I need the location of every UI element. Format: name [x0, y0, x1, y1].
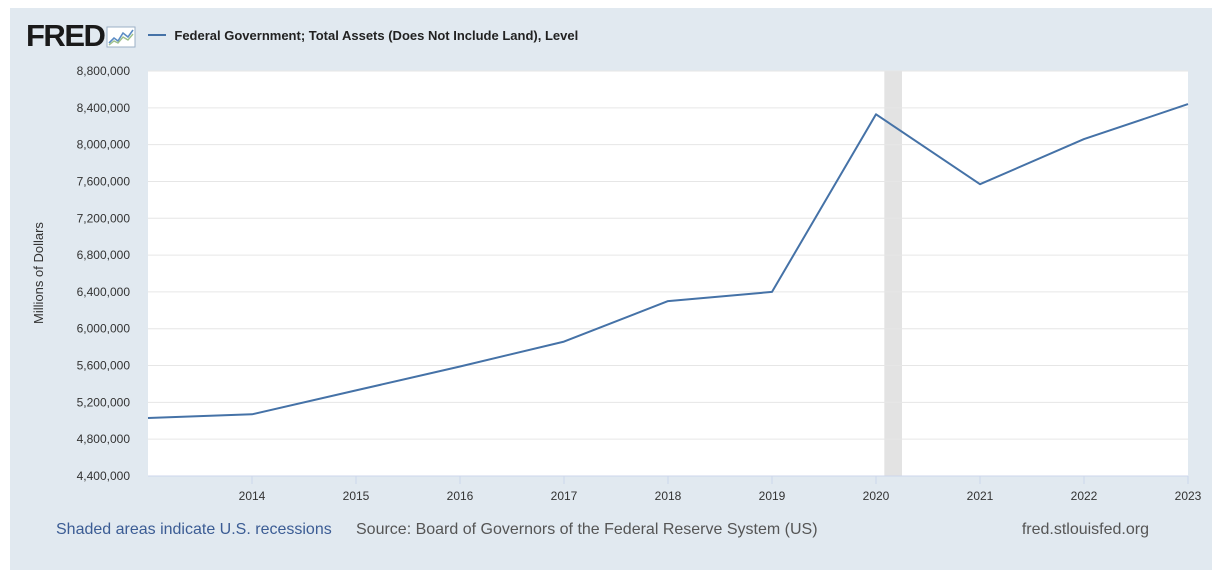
data-point[interactable]: [769, 289, 775, 295]
y-tick-label: 5,200,000: [77, 395, 131, 409]
fred-logo[interactable]: FRED: [26, 17, 106, 53]
x-tick-label: 2016: [447, 489, 474, 503]
series-layer: [145, 101, 1191, 421]
y-tick-label: 6,000,000: [77, 322, 131, 336]
x-tick-label: 2018: [655, 489, 682, 503]
x-tick-label: 2023: [1175, 489, 1202, 503]
data-point[interactable]: [1185, 101, 1191, 107]
source-note: Source: Board of Governors of the Federa…: [356, 521, 818, 538]
y-tick-label: 8,000,000: [77, 138, 131, 152]
fred-chart-icon: [106, 26, 136, 48]
x-tick-label: 2020: [863, 489, 890, 503]
x-tick-label: 2015: [343, 489, 370, 503]
recession-band-0: [884, 71, 902, 476]
y-tick-label: 8,800,000: [77, 64, 131, 78]
y-axis-ticks: 4,400,000 4,800,000 5,200,000 5,600,000 6,00…: [77, 64, 131, 483]
data-point[interactable]: [1081, 136, 1087, 142]
chart-header: FRED Federal Government; Total Assets (D…: [26, 18, 578, 52]
y-tick-label: 7,600,000: [77, 174, 131, 188]
x-tick-label: 2019: [759, 489, 786, 503]
plot-area: [148, 71, 1188, 476]
y-tick-label: 6,800,000: [77, 248, 131, 262]
data-point[interactable]: [873, 111, 879, 117]
recession-note[interactable]: Shaded areas indicate U.S. recessions: [56, 521, 332, 538]
recession-shading: [884, 71, 902, 476]
series-line-0[interactable]: [147, 103, 1189, 419]
data-point[interactable]: [561, 339, 567, 345]
y-tick-label: 6,400,000: [77, 285, 131, 299]
y-tick-label: 8,400,000: [77, 101, 131, 115]
fred-url[interactable]: fred.stlouisfed.org: [1021, 521, 1149, 538]
data-point[interactable]: [457, 363, 463, 369]
x-tick-label: 2014: [239, 489, 266, 503]
data-point[interactable]: [353, 387, 359, 393]
x-axis-ticks: 2014 2015 2016 2017 2018 2019 2020 2021 2022 2023: [239, 476, 1202, 503]
data-point[interactable]: [249, 411, 255, 417]
gridlines: [148, 70, 1188, 440]
legend-series-label[interactable]: Federal Government; Total Assets (Does N…: [174, 27, 579, 43]
y-axis-label: Millions of Dollars: [31, 222, 46, 324]
x-tick-label: 2017: [551, 489, 578, 503]
y-tick-label: 7,200,000: [77, 211, 131, 225]
legend-series-swatch: [148, 34, 167, 36]
x-tick-label: 2022: [1071, 489, 1098, 503]
y-tick-label: 5,600,000: [77, 359, 131, 373]
y-tick-label: 4,400,000: [77, 469, 131, 483]
data-point[interactable]: [145, 415, 151, 421]
x-tick-label: 2021: [967, 489, 994, 503]
y-tick-label: 4,800,000: [77, 432, 131, 446]
data-point[interactable]: [665, 298, 671, 304]
data-point[interactable]: [977, 181, 983, 187]
